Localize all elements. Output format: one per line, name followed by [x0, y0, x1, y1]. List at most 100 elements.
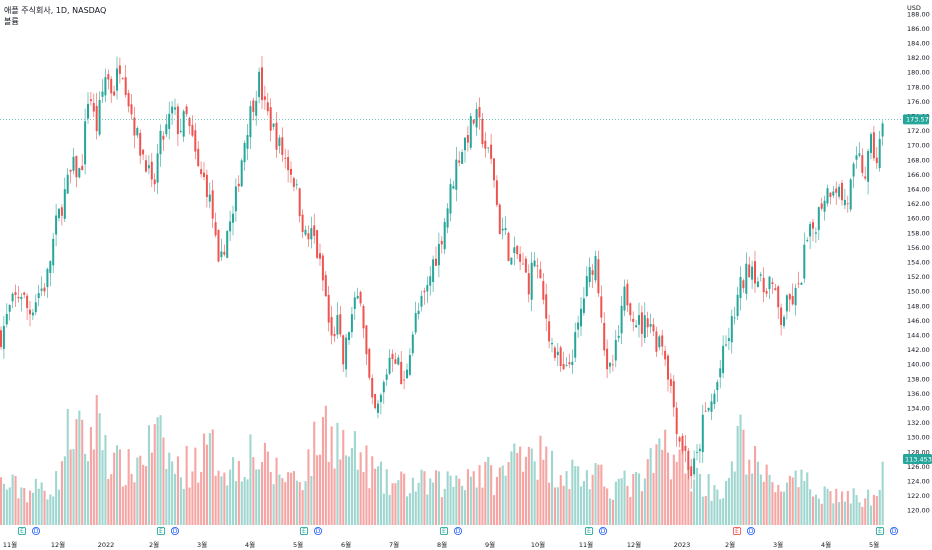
volume-bar: [89, 427, 92, 525]
candle-body: [397, 357, 400, 365]
volume-bar: [846, 490, 849, 525]
time-tick-label: 11월: [3, 540, 17, 549]
volume-bar: [820, 503, 823, 525]
volume-bar: [487, 456, 490, 525]
volume-bar: [107, 478, 110, 525]
volume-bar: [855, 495, 858, 525]
time-axis[interactable]: 11월 12월 2022 2월 3월 4월 5월 6월 7월 8월 9월 10월 11월 12월 2023 2…: [3, 540, 879, 549]
volume-bar: [124, 485, 127, 525]
candle-body: [121, 78, 124, 79]
volume-bar: [58, 489, 61, 525]
candle-body: [875, 157, 878, 164]
candle-body: [725, 344, 727, 346]
candle-body: [229, 221, 232, 232]
volume-bar: [475, 487, 478, 525]
volume-bar: [472, 471, 475, 525]
dividend-marker[interactable]: D: [453, 526, 463, 535]
earnings-marker[interactable]: E: [875, 526, 885, 535]
dividend-marker[interactable]: D: [889, 526, 899, 535]
volume-bar: [263, 442, 266, 525]
volume-bar: [411, 477, 414, 525]
volume-bar: [843, 501, 846, 525]
candle-body: [751, 266, 754, 280]
candle-body: [313, 225, 316, 236]
candle-body: [632, 318, 635, 322]
volume-bar: [153, 424, 156, 525]
candle-body: [316, 230, 319, 258]
volume-bar: [858, 502, 861, 525]
candle-body: [580, 308, 582, 327]
candle-body: [522, 263, 524, 265]
candle-body: [374, 394, 377, 409]
candle-body: [609, 362, 611, 367]
price-axis[interactable]: USD 120.00 122.00 124.00 126.00 128.00 130.00…: [907, 4, 930, 515]
earnings-marker[interactable]: E: [156, 526, 166, 535]
candle-body: [594, 256, 597, 281]
candle-body: [403, 379, 406, 381]
candle-body: [707, 407, 710, 411]
candle-body: [234, 186, 237, 212]
time-tick-label: 10월: [531, 540, 545, 549]
candle-body: [513, 247, 516, 254]
candle-body: [110, 78, 113, 94]
volume-bar: [150, 452, 153, 525]
candle-body: [371, 377, 374, 398]
dividend-marker[interactable]: D: [170, 526, 180, 535]
dividend-marker[interactable]: D: [313, 526, 323, 535]
candle-body: [58, 208, 60, 219]
volume-bar: [313, 421, 316, 525]
volume-bar: [307, 449, 310, 525]
volume-bar: [168, 452, 171, 525]
candle-body: [78, 168, 81, 178]
earnings-marker[interactable]: E: [299, 526, 309, 535]
candle-body: [237, 183, 240, 187]
earnings-marker[interactable]: E: [732, 526, 742, 535]
candle-body: [200, 169, 203, 175]
dividend-marker[interactable]: D: [598, 526, 608, 535]
volume-bar: [704, 496, 707, 525]
volume-bar: [812, 496, 815, 525]
candle-body: [162, 135, 165, 140]
volume-indicator-label[interactable]: 볼륨: [4, 17, 19, 26]
candle-body: [812, 222, 814, 229]
volume-bar: [229, 469, 232, 525]
candle-body: [455, 159, 458, 190]
volume-bar: [788, 475, 791, 525]
earnings-marker[interactable]: E: [17, 526, 27, 535]
price-tick-label: 124.00: [907, 478, 930, 486]
dividend-marker[interactable]: D: [31, 526, 41, 535]
candle-body: [255, 100, 258, 116]
candle-body: [846, 203, 849, 205]
candle-body: [719, 368, 722, 378]
dividend-marker[interactable]: D: [746, 526, 756, 535]
volume-bar: [690, 491, 693, 525]
candle-body: [704, 410, 707, 412]
candle-body: [379, 394, 382, 403]
volume-bar: [736, 425, 739, 525]
last-price-value: 173.57: [906, 116, 929, 124]
candle-body: [881, 123, 884, 137]
candle-body: [495, 180, 498, 205]
candle-body: [574, 332, 577, 358]
candle-body: [191, 125, 194, 136]
earnings-marker[interactable]: E: [439, 526, 449, 535]
candle-body: [461, 152, 464, 164]
volume-bar: [220, 476, 223, 525]
volume-bar: [823, 486, 826, 525]
volume-bar: [588, 489, 591, 525]
candle-body: [588, 267, 591, 283]
earnings-marker[interactable]: E: [584, 526, 594, 535]
symbol-title[interactable]: 애플 주식회사, 1D, NASDAQ: [4, 6, 107, 15]
candle-body: [585, 276, 588, 297]
volume-bar: [246, 479, 249, 525]
volume-bar: [66, 408, 69, 525]
volume-bar: [696, 467, 699, 525]
volume-bar: [783, 491, 786, 525]
candle-body: [852, 163, 855, 177]
candle-body: [66, 174, 69, 194]
volume-bar: [118, 449, 121, 525]
volume-bar: [510, 451, 513, 525]
volume-bar: [794, 470, 797, 525]
volume-bar: [632, 473, 635, 525]
